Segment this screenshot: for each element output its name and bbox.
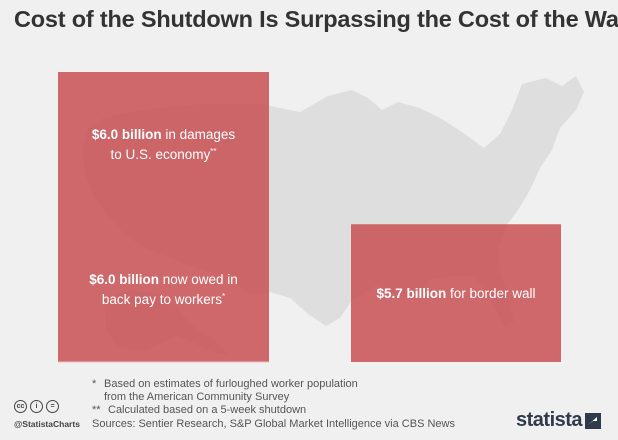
cc-icon: cc — [14, 400, 27, 413]
footnote-1-mark: * — [92, 378, 97, 390]
statista-charts-handle: @StatistaCharts — [14, 419, 80, 429]
footnote-1-line2: from the American Community Survey — [104, 391, 290, 403]
statista-wordmark: statista — [516, 409, 583, 431]
statista-logo: statista — [516, 409, 602, 432]
footnotes: * Based on estimates of furloughed worke… — [92, 378, 358, 417]
bar-shutdown-segment-1 — [58, 217, 269, 362]
statista-mark-icon — [585, 412, 602, 429]
bars — [58, 72, 561, 363]
source-text: Sources: Sentier Research, S&P Global Ma… — [92, 418, 455, 430]
bar-shutdown-segment-2 — [58, 72, 269, 217]
chart-title: Cost of the Shutdown Is Surpassing the C… — [14, 6, 618, 32]
license-icons: cc i = — [14, 400, 59, 413]
footnote-1-line1: Based on estimates of furloughed worker … — [104, 378, 358, 390]
no-derivatives-icon: = — [46, 400, 59, 413]
bar-border-wall-segment-2 — [351, 224, 561, 362]
footnote-2-text: Calculated based on a 5-week shutdown — [108, 404, 307, 416]
attribution-icon: i — [30, 400, 43, 413]
footnote-2-mark: ** — [92, 404, 101, 416]
